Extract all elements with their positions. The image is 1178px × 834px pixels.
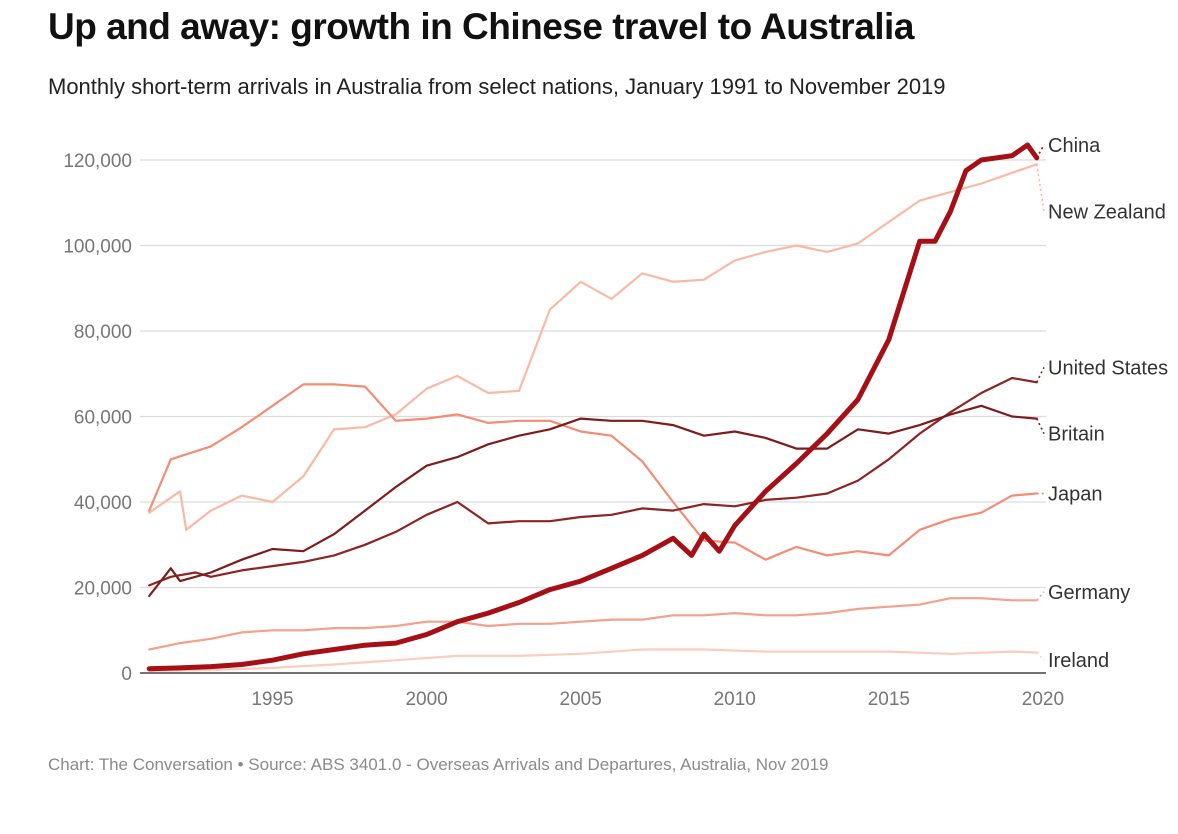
series-connector-britain [1036, 418, 1045, 434]
x-tick-label: 2015 [868, 689, 910, 710]
series-line-britain [148, 404, 1038, 598]
series-connector-ireland [1036, 651, 1045, 661]
x-tick-label: 1995 [251, 689, 293, 710]
y-tick-label: 0 [121, 664, 132, 685]
y-tick-label: 60,000 [74, 408, 132, 429]
series-label-ireland: Ireland [1048, 650, 1109, 672]
series-line-united-states [148, 376, 1038, 587]
series-line-new-zealand [148, 163, 1038, 531]
y-tick-label: 20,000 [74, 579, 132, 600]
x-tick-label: 2000 [405, 689, 447, 710]
series-line-germany [148, 597, 1038, 651]
series-label-germany: Germany [1048, 582, 1130, 604]
y-tick-label: 120,000 [63, 151, 132, 172]
x-tick-label: 2020 [1022, 689, 1064, 710]
y-tick-label: 100,000 [63, 237, 132, 258]
chart-source: Chart: The Conversation • Source: ABS 34… [48, 755, 829, 774]
series-label-united-states: United States [1048, 357, 1168, 379]
series-line-japan [148, 383, 1038, 561]
x-tick-label: 2010 [714, 689, 756, 710]
chart-title: Up and away: growth in Chinese travel to… [48, 6, 914, 47]
series-connector-united-states [1036, 366, 1045, 383]
series-label-britain: Britain [1048, 424, 1105, 446]
x-tick-label: 2005 [560, 689, 602, 710]
series-label-new-zealand: New Zealand [1048, 201, 1166, 223]
y-tick-label: 40,000 [74, 493, 132, 514]
chart-subtitle: Monthly short-term arrivals in Australia… [48, 74, 946, 99]
series-label-japan: Japan [1048, 483, 1103, 505]
y-tick-label: 80,000 [74, 322, 132, 343]
series-line-china [146, 142, 1040, 672]
series-line-ireland [148, 648, 1038, 672]
series-connector-new-zealand [1035, 164, 1045, 212]
series-connector-germany [1036, 591, 1045, 601]
series-label-china: China [1048, 135, 1101, 157]
